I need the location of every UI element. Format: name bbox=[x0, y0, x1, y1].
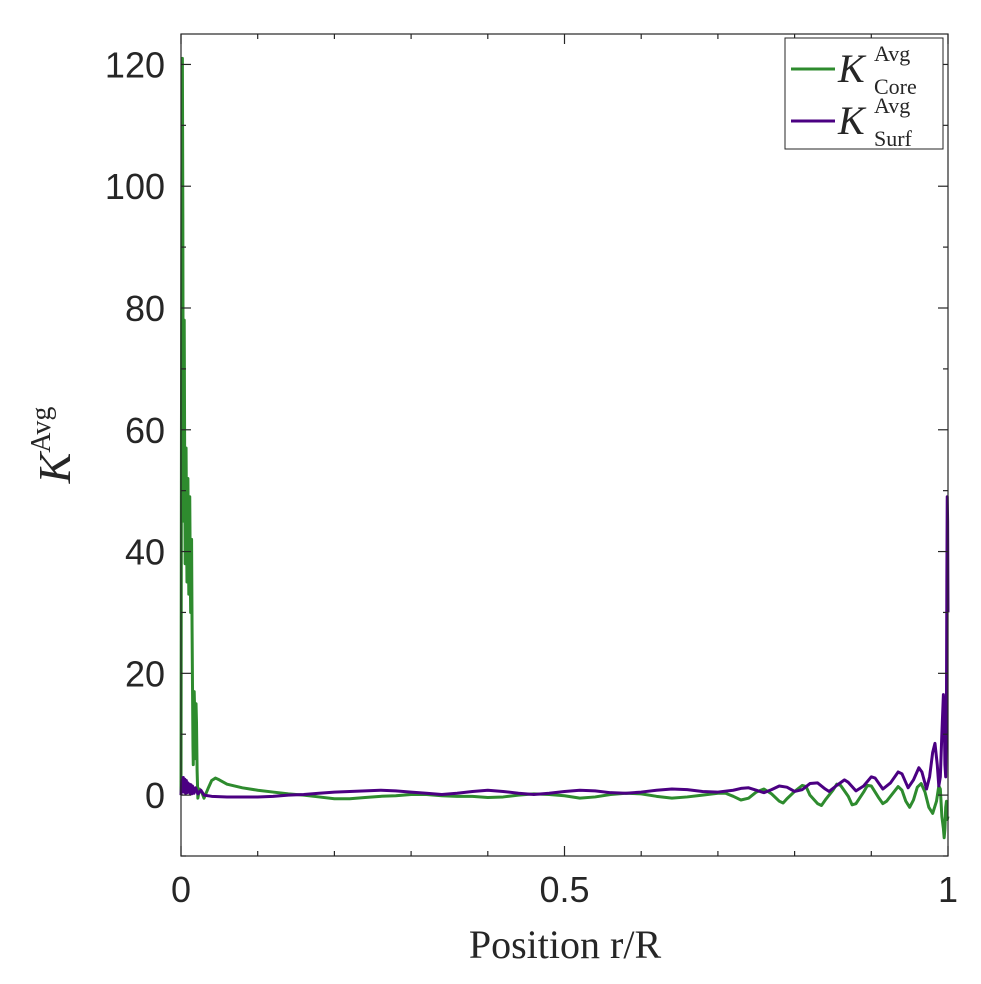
legend-core-sub: Core bbox=[874, 74, 917, 99]
x-tick-label: 0.5 bbox=[539, 869, 589, 910]
legend-entry-surf: K Avg Surf bbox=[791, 93, 913, 151]
y-tick-label: 40 bbox=[125, 532, 165, 573]
y-tick-labels: 0 20 40 60 80 100 120 bbox=[105, 44, 165, 816]
y-tick-label: 60 bbox=[125, 410, 165, 451]
series-line-surf bbox=[179, 495, 950, 799]
legend-box bbox=[784, 37, 944, 150]
y-tick-label: 20 bbox=[125, 653, 165, 694]
legend-core-sup: Avg bbox=[874, 41, 910, 66]
y-tick-label: 80 bbox=[125, 288, 165, 329]
x-axis-title: Position r/R bbox=[469, 922, 662, 967]
x-tick-label: 0 bbox=[171, 869, 191, 910]
x-tick-label: 1 bbox=[938, 869, 958, 910]
y-axis-title-base: K bbox=[29, 450, 80, 484]
y-tick-label: 120 bbox=[105, 44, 165, 85]
legend-label-core: K Avg Core bbox=[837, 41, 917, 99]
y-axis-title-sup: Avg bbox=[26, 407, 57, 453]
axis-ticks bbox=[180, 34, 949, 857]
x-tick-labels: 0 0.5 1 bbox=[171, 869, 958, 910]
series-lines bbox=[179, 56, 950, 840]
plot-frame bbox=[180, 33, 949, 857]
legend-label-surf: K Avg Surf bbox=[837, 93, 913, 151]
y-axis-title: KAvg bbox=[26, 407, 80, 485]
legend-core-base: K bbox=[837, 46, 867, 91]
legend-surf-sub: Surf bbox=[874, 126, 913, 151]
series-line-core bbox=[179, 56, 950, 840]
legend-surf-sup: Avg bbox=[874, 93, 910, 118]
legend-surf-base: K bbox=[837, 98, 867, 143]
y-tick-label: 0 bbox=[145, 775, 165, 816]
legend-entry-core: K Avg Core bbox=[791, 41, 917, 99]
legend: K Avg Core K Avg Surf bbox=[784, 37, 944, 151]
y-tick-label: 100 bbox=[105, 166, 165, 207]
